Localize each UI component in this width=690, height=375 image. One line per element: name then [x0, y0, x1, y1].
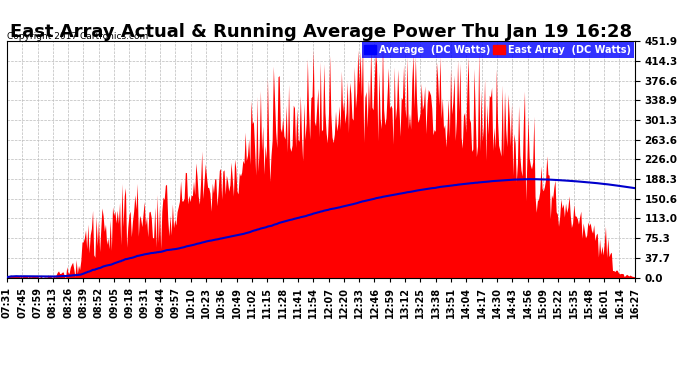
Title: East Array Actual & Running Average Power Thu Jan 19 16:28: East Array Actual & Running Average Powe… [10, 23, 632, 41]
Text: Copyright 2017 Cartronics.com: Copyright 2017 Cartronics.com [7, 32, 148, 41]
Legend: Average  (DC Watts), East Array  (DC Watts): Average (DC Watts), East Array (DC Watts… [362, 42, 634, 58]
